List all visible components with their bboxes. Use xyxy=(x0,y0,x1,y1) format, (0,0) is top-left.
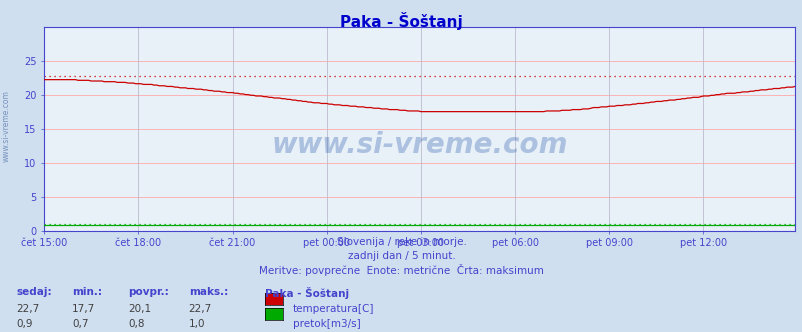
Text: sedaj:: sedaj: xyxy=(16,287,51,297)
Text: Paka - Šoštanj: Paka - Šoštanj xyxy=(340,12,462,30)
Text: maks.:: maks.: xyxy=(188,287,228,297)
Text: Meritve: povprečne  Enote: metrične  Črta: maksimum: Meritve: povprečne Enote: metrične Črta:… xyxy=(259,264,543,276)
Text: 0,8: 0,8 xyxy=(128,319,145,329)
Text: 0,7: 0,7 xyxy=(72,319,89,329)
Text: 22,7: 22,7 xyxy=(188,304,212,314)
Text: 17,7: 17,7 xyxy=(72,304,95,314)
Text: min.:: min.: xyxy=(72,287,102,297)
Text: povpr.:: povpr.: xyxy=(128,287,169,297)
Text: zadnji dan / 5 minut.: zadnji dan / 5 minut. xyxy=(347,251,455,261)
Text: pretok[m3/s]: pretok[m3/s] xyxy=(293,319,360,329)
Text: www.si-vreme.com: www.si-vreme.com xyxy=(271,131,567,159)
Text: 22,7: 22,7 xyxy=(16,304,39,314)
Text: 1,0: 1,0 xyxy=(188,319,205,329)
Text: temperatura[C]: temperatura[C] xyxy=(293,304,374,314)
Text: 20,1: 20,1 xyxy=(128,304,152,314)
Text: 0,9: 0,9 xyxy=(16,319,33,329)
Text: www.si-vreme.com: www.si-vreme.com xyxy=(2,90,11,162)
Text: Paka - Šoštanj: Paka - Šoštanj xyxy=(265,287,349,299)
Text: Slovenija / reke in morje.: Slovenija / reke in morje. xyxy=(336,237,466,247)
